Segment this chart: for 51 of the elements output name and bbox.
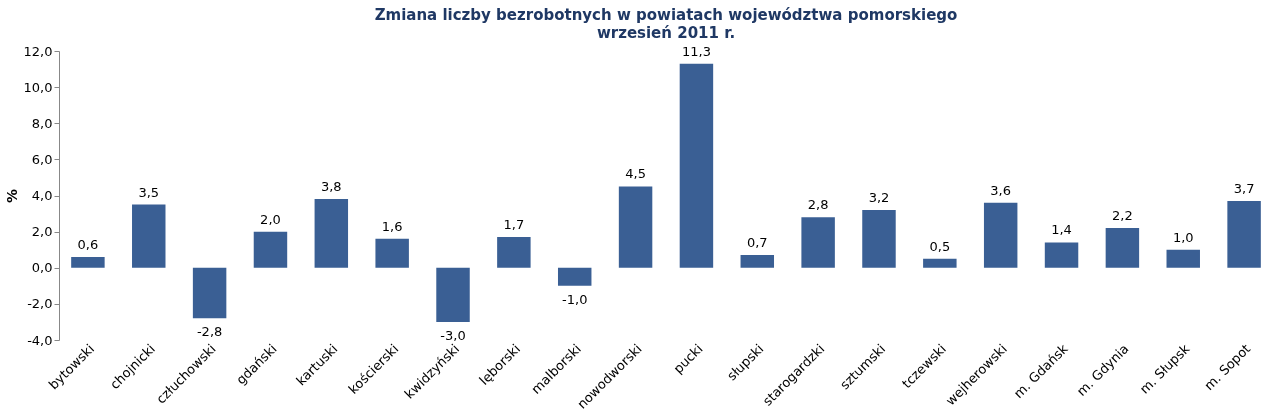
y-tick-label: 6,0 <box>31 151 53 167</box>
y-tick-label: 12,0 <box>23 43 53 59</box>
bar <box>192 267 227 319</box>
bar <box>1105 228 1140 268</box>
data-label: 2,8 <box>807 197 829 213</box>
data-label: 11,3 <box>681 43 711 59</box>
bar <box>253 231 288 268</box>
bar <box>71 256 105 268</box>
bar <box>983 202 1018 268</box>
data-label: 3,8 <box>320 179 342 195</box>
data-label: 1,6 <box>381 218 403 234</box>
data-label: 3,2 <box>868 189 890 205</box>
y-tick-label: 4,0 <box>31 188 53 203</box>
data-label: 0,5 <box>929 238 951 254</box>
data-label: 3,7 <box>1233 180 1255 196</box>
bar <box>557 267 592 286</box>
chart-title: Zmiana liczby bezrobotnych w powiatach województwa pomorskiego <box>374 6 958 24</box>
chart-subtitle: wrzesień 2011 r. <box>596 24 736 42</box>
data-label: -2,8 <box>196 324 223 340</box>
data-label: 0,7 <box>746 235 768 251</box>
bar <box>862 209 896 268</box>
bar <box>1166 249 1200 268</box>
bar <box>1227 200 1261 268</box>
bar <box>679 63 714 268</box>
y-tick-label: -2,0 <box>27 296 53 312</box>
data-label: 1,0 <box>1172 229 1194 245</box>
y-tick-label: 8,0 <box>31 115 53 131</box>
y-tick-label: 0,0 <box>31 260 53 276</box>
data-label: 2,0 <box>260 211 281 227</box>
bar <box>618 186 653 268</box>
bar <box>375 238 409 268</box>
data-label: -3,0 <box>440 327 466 343</box>
bar <box>923 258 957 268</box>
data-label: -1,0 <box>562 291 588 307</box>
data-label: 1,4 <box>1051 222 1072 238</box>
bar <box>132 204 166 268</box>
bar <box>1044 242 1079 268</box>
bar <box>497 237 531 268</box>
data-label: 3,6 <box>990 182 1012 198</box>
data-label: 2,2 <box>1112 208 1133 224</box>
bar <box>801 217 835 268</box>
data-label: 1,7 <box>503 217 525 233</box>
y-tick-label: 10,0 <box>23 79 53 95</box>
bar <box>314 199 349 268</box>
bar <box>436 267 470 322</box>
y-tick-label: 2,0 <box>31 224 53 240</box>
data-label: 0,6 <box>77 236 99 252</box>
y-axis-title: % <box>3 188 20 204</box>
data-label: 4,5 <box>625 166 646 182</box>
bar <box>740 255 775 268</box>
data-label: 3,5 <box>138 184 160 200</box>
